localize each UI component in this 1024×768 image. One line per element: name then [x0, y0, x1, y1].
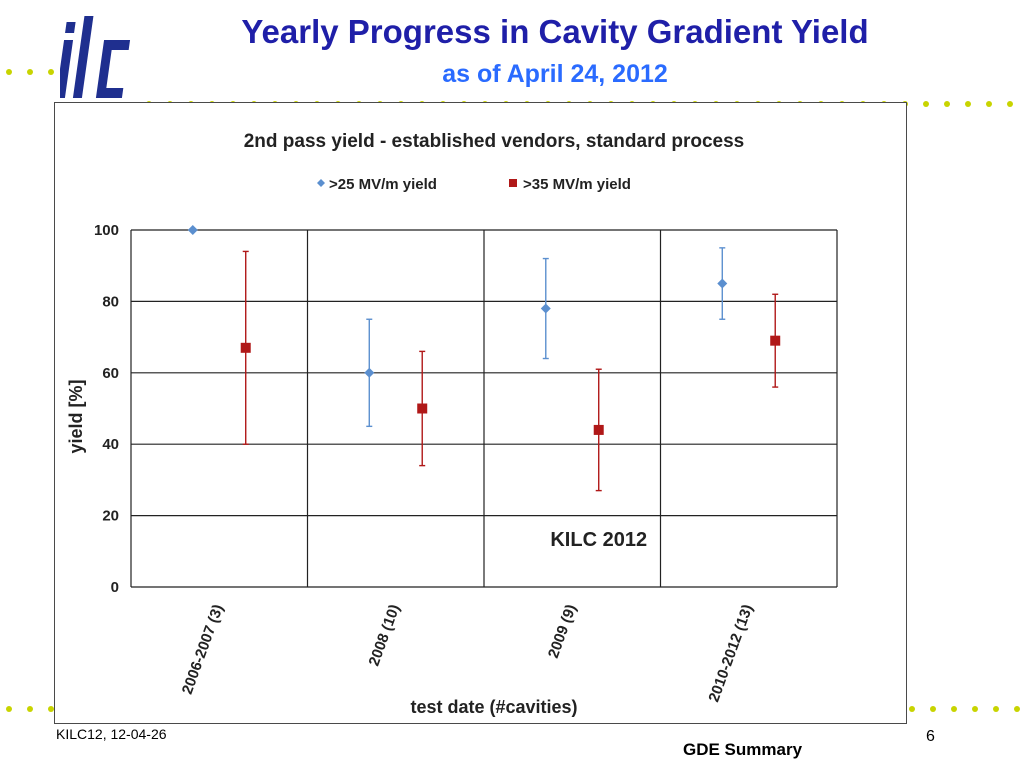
y-tick-label: 0 [111, 579, 119, 596]
decor-dot [993, 706, 999, 712]
y-tick-label: 80 [102, 293, 119, 310]
x-axis-label: test date (#cavities) [410, 697, 577, 717]
data-point-35 [770, 335, 781, 346]
footer-section-title: GDE Summary [683, 740, 803, 759]
dotted-line-top-left [0, 68, 60, 76]
legend-marker-square [509, 179, 517, 187]
chart-annotation: KILC 2012 [550, 529, 647, 551]
decor-dot [6, 706, 12, 712]
decor-dot [48, 706, 54, 712]
decor-dot [951, 706, 957, 712]
yield-chart: 2nd pass yield - established vendors, st… [66, 131, 838, 717]
decor-dot [986, 101, 992, 107]
slide-subtitle: as of April 24, 2012 [442, 60, 668, 88]
data-point-35 [417, 403, 428, 414]
y-axis-label: yield [%] [66, 379, 86, 453]
slide-title: Yearly Progress in Cavity Gradient Yield [241, 13, 869, 50]
decor-dot [6, 69, 12, 75]
decor-dot [944, 101, 950, 107]
data-point-25 [364, 367, 375, 378]
decor-dot [1007, 101, 1013, 107]
legend-label-25: >25 MV/m yield [329, 176, 437, 193]
chart-frame: 2nd pass yield - established vendors, st… [54, 102, 907, 724]
x-tick-label: 2010-2012 (13) [705, 602, 756, 704]
ilc-logo: ilc [60, 16, 131, 98]
decor-dot [965, 101, 971, 107]
decor-dot [48, 69, 54, 75]
y-tick-label: 20 [102, 508, 119, 525]
decor-dot [27, 706, 33, 712]
x-tick-label: 2009 (9) [545, 602, 580, 660]
x-tick-label: 2008 (10) [366, 602, 404, 668]
data-point-35 [240, 342, 251, 353]
decor-dot [923, 101, 929, 107]
decor-dot [1014, 706, 1020, 712]
data-point-25 [187, 225, 198, 235]
chart-title: 2nd pass yield - established vendors, st… [244, 131, 745, 152]
data-point-25 [540, 303, 551, 314]
footer-event-date: KILC12, 12-04-26 [56, 726, 167, 742]
data-point-25 [717, 278, 728, 289]
x-tick-label: 2006-2007 (3) [179, 602, 227, 696]
decor-dot [909, 706, 915, 712]
decor-dot [972, 706, 978, 712]
legend-label-35: >35 MV/m yield [523, 176, 631, 193]
decor-dot [27, 69, 33, 75]
y-tick-label: 40 [102, 436, 119, 453]
legend-marker-diamond [317, 179, 325, 187]
data-point-35 [593, 424, 604, 435]
page-number: 6 [926, 728, 935, 745]
y-tick-label: 60 [102, 365, 119, 382]
y-tick-label: 100 [94, 222, 119, 239]
decor-dot [930, 706, 936, 712]
